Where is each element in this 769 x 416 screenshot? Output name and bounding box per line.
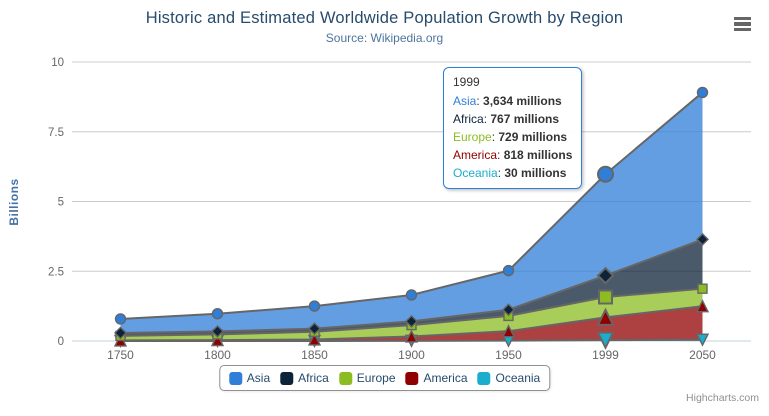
- marker-africa-1800[interactable]: [211, 324, 224, 338]
- y-tick-label: 0: [58, 336, 64, 348]
- marker-america-2050[interactable]: [695, 299, 710, 313]
- x-tick-label: 1750: [107, 348, 134, 362]
- legend-swatch-europe: [338, 371, 352, 385]
- legend-label: Africa: [298, 371, 329, 385]
- marker-oceania-1999[interactable]: [596, 331, 615, 350]
- x-tick-label: 1900: [398, 348, 425, 362]
- series-area-africa[interactable]: [120, 239, 703, 336]
- credits-link[interactable]: Highcharts.com: [686, 392, 759, 404]
- marker-africa-1850[interactable]: [308, 322, 321, 336]
- marker-europe-2050[interactable]: [697, 283, 708, 294]
- legend-swatch-africa: [280, 371, 294, 385]
- marker-america-1900[interactable]: [404, 329, 419, 343]
- marker-europe-1999[interactable]: [598, 289, 613, 305]
- marker-america-1850[interactable]: [307, 332, 322, 346]
- y-tick-label: 2.5: [48, 266, 64, 278]
- legend-label: Europe: [356, 371, 396, 385]
- legend-swatch-america: [405, 371, 419, 385]
- y-tick-label: 10: [51, 57, 64, 69]
- marker-asia-1950[interactable]: [502, 264, 515, 277]
- y-tick-label: 5: [58, 197, 64, 209]
- chart-title: Historic and Estimated Worldwide Populat…: [145, 9, 624, 27]
- marker-asia-1850[interactable]: [308, 300, 321, 312]
- marker-america-1950[interactable]: [501, 324, 516, 338]
- marker-oceania-2050[interactable]: [695, 333, 710, 347]
- x-tick-label: 2050: [689, 348, 716, 362]
- x-tick-label: 1850: [301, 348, 328, 362]
- legend-item-america[interactable]: America: [405, 371, 468, 385]
- x-tick-label: 1800: [204, 348, 231, 362]
- legend: Asia Africa Europe America Oceania: [218, 365, 551, 391]
- legend-item-oceania[interactable]: Oceania: [477, 371, 541, 385]
- legend-label: Oceania: [495, 371, 541, 385]
- x-tick-label: 1950: [495, 348, 522, 362]
- marker-asia-1800[interactable]: [211, 308, 224, 320]
- marker-america-1999[interactable]: [596, 307, 615, 326]
- marker-africa-1900[interactable]: [405, 314, 418, 328]
- marker-america-1800[interactable]: [210, 333, 225, 347]
- marker-africa-2050[interactable]: [696, 232, 709, 246]
- marker-asia-2050[interactable]: [696, 86, 709, 99]
- x-tick-label: 1999: [592, 348, 619, 362]
- marker-asia-1750[interactable]: [114, 313, 127, 325]
- series-area-america[interactable]: [120, 306, 703, 341]
- legend-label: Asia: [246, 371, 271, 385]
- legend-item-asia[interactable]: Asia: [228, 371, 271, 385]
- marker-asia-1900[interactable]: [405, 289, 418, 301]
- marker-africa-1999[interactable]: [596, 266, 615, 285]
- y-axis-title: Billions: [7, 178, 21, 226]
- hamburger-icon: [734, 16, 756, 32]
- legend-swatch-oceania: [477, 371, 491, 385]
- marker-africa-1950[interactable]: [502, 303, 515, 317]
- series-area-asia[interactable]: [120, 92, 703, 333]
- legend-item-africa[interactable]: Africa: [280, 371, 329, 385]
- y-tick-label: 7.5: [48, 127, 64, 139]
- marker-asia-1999[interactable]: [597, 165, 614, 183]
- export-menu-button[interactable]: [732, 13, 758, 35]
- legend-swatch-asia: [228, 371, 242, 385]
- marker-africa-1750[interactable]: [114, 326, 127, 340]
- legend-item-europe[interactable]: Europe: [338, 371, 396, 385]
- chart-subtitle: Source: Wikipedia.org: [325, 31, 444, 45]
- legend-label: America: [423, 371, 468, 385]
